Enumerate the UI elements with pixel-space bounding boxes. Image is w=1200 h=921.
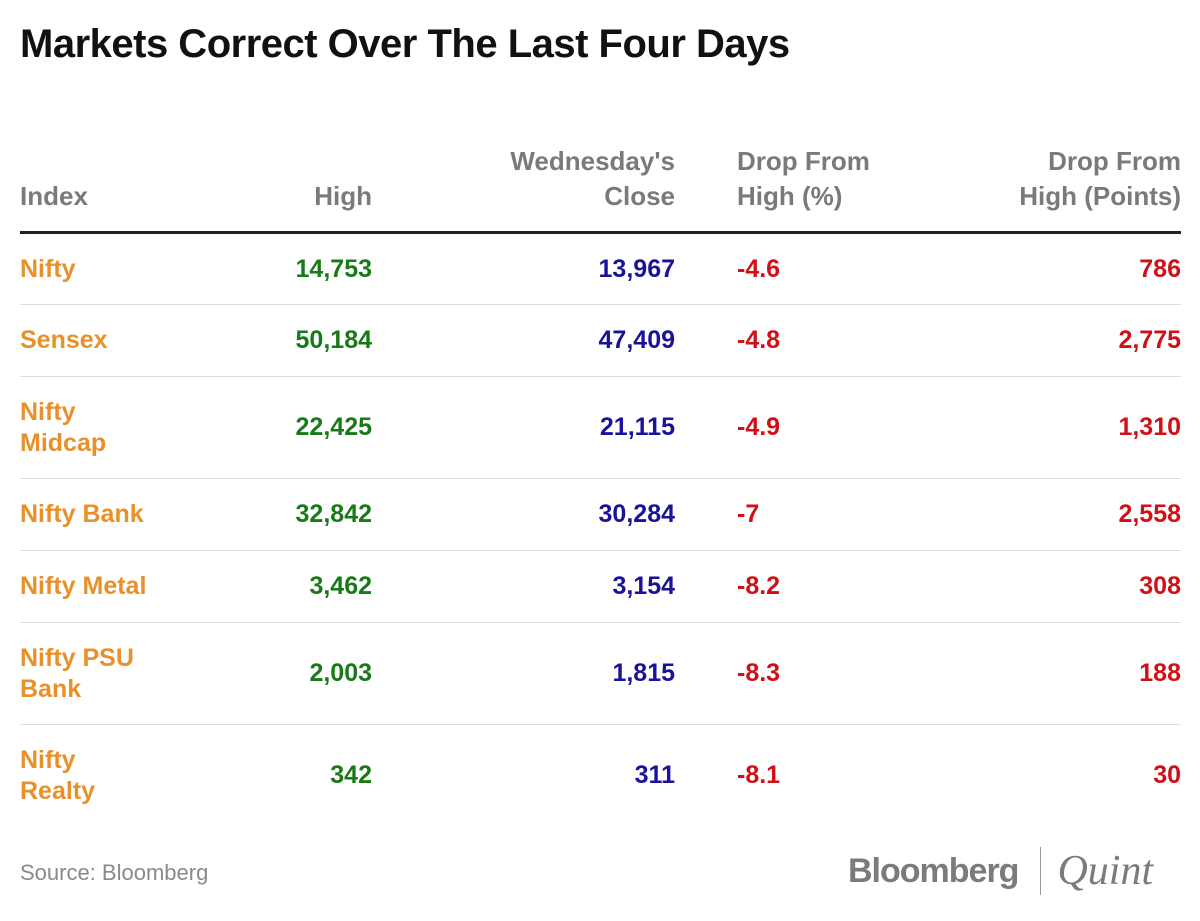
header-row: Index High Wednesday's Close Drop From Hig… bbox=[20, 110, 1181, 234]
table-row: Nifty Midcap 22,425 21,115 -4.9 1,310 bbox=[20, 376, 1181, 479]
drop-percent-cell: -8.3 bbox=[675, 622, 885, 725]
index-name-cell: Nifty PSU Bank bbox=[20, 622, 215, 725]
header-drop-pct: Drop From High (%) bbox=[675, 110, 885, 234]
drop-percent-cell: -8.1 bbox=[737, 761, 781, 790]
high-value-cell: 2,003 bbox=[215, 622, 372, 725]
index-name-cell: Sensex bbox=[20, 304, 215, 377]
logo-bloomberg-text: Bloomberg bbox=[848, 851, 1019, 890]
header-drop-points: Drop From High (Points) bbox=[885, 110, 1181, 234]
logo-divider bbox=[1040, 847, 1042, 895]
table-body: Nifty 14,753 13,967 -4.6 786 Sensex 50,184 47,4… bbox=[20, 232, 1181, 827]
logo-quint-text: Quint bbox=[1057, 848, 1154, 894]
close-value-cell: 13,967 bbox=[372, 232, 675, 305]
high-value-cell: 3,462 bbox=[215, 550, 372, 623]
table-row: Sensex 50,184 47,409 -4.8 2,775 bbox=[20, 304, 1181, 377]
table-row: Nifty PSU Bank 2,003 1,815 -8.3 188 bbox=[20, 622, 1181, 725]
table-row: Nifty 14,753 13,967 -4.6 786 bbox=[20, 232, 1181, 305]
index-name-cell: Nifty Realty bbox=[20, 745, 96, 805]
market-table: Index High Wednesday's Close Drop From Hig… bbox=[20, 110, 1181, 827]
drop-percent-cell: -4.6 bbox=[675, 232, 885, 305]
close-value-cell: 47,409 bbox=[372, 304, 675, 377]
close-value-cell: 1,815 bbox=[372, 622, 675, 725]
high-value-cell: 342 bbox=[330, 761, 372, 790]
source-note: Source: Bloomberg bbox=[20, 860, 209, 885]
chart-title: Markets Correct Over The Last Four Days bbox=[20, 22, 790, 66]
header-index: Index bbox=[20, 110, 215, 234]
drop-points-cell: 786 bbox=[885, 232, 1181, 305]
bloombergquint-logo: Bloomberg Quint bbox=[848, 845, 1182, 897]
drop-points-cell: 188 bbox=[885, 622, 1181, 725]
drop-points-cell: 1,310 bbox=[885, 376, 1181, 479]
drop-points-cell: 30 bbox=[1153, 761, 1181, 790]
drop-percent-cell: -8.2 bbox=[675, 550, 885, 623]
drop-points-cell: 2,775 bbox=[885, 304, 1181, 377]
index-name-cell: Nifty bbox=[20, 232, 215, 305]
index-name-cell: Nifty Midcap bbox=[20, 376, 215, 479]
index-name-cell: Nifty Bank bbox=[20, 478, 215, 551]
high-value-cell: 14,753 bbox=[215, 232, 372, 305]
drop-percent-cell: -4.9 bbox=[675, 376, 885, 479]
table-row: Nifty Metal 3,462 3,154 -8.2 308 bbox=[20, 550, 1181, 623]
high-value-cell: 50,184 bbox=[215, 304, 372, 377]
header-close: Wednesday's Close bbox=[372, 110, 675, 234]
close-value-cell: 3,154 bbox=[372, 550, 675, 623]
drop-points-cell: 308 bbox=[885, 550, 1181, 623]
table-row: Nifty Bank 32,842 30,284 -7 2,558 bbox=[20, 478, 1181, 551]
drop-percent-cell: -7 bbox=[675, 478, 885, 551]
drop-percent-cell: -4.8 bbox=[675, 304, 885, 377]
drop-points-cell: 2,558 bbox=[885, 478, 1181, 551]
close-value-cell: 30,284 bbox=[372, 478, 675, 551]
header-high: High bbox=[215, 110, 372, 234]
table-row: Nifty Realty 342 311 -8.1 30 bbox=[20, 725, 1181, 827]
close-value-cell: 21,115 bbox=[372, 376, 675, 479]
high-value-cell: 22,425 bbox=[215, 376, 372, 479]
high-value-cell: 32,842 bbox=[215, 478, 372, 551]
index-name-cell: Nifty Metal bbox=[20, 550, 215, 623]
close-value-cell: 311 bbox=[634, 761, 675, 790]
